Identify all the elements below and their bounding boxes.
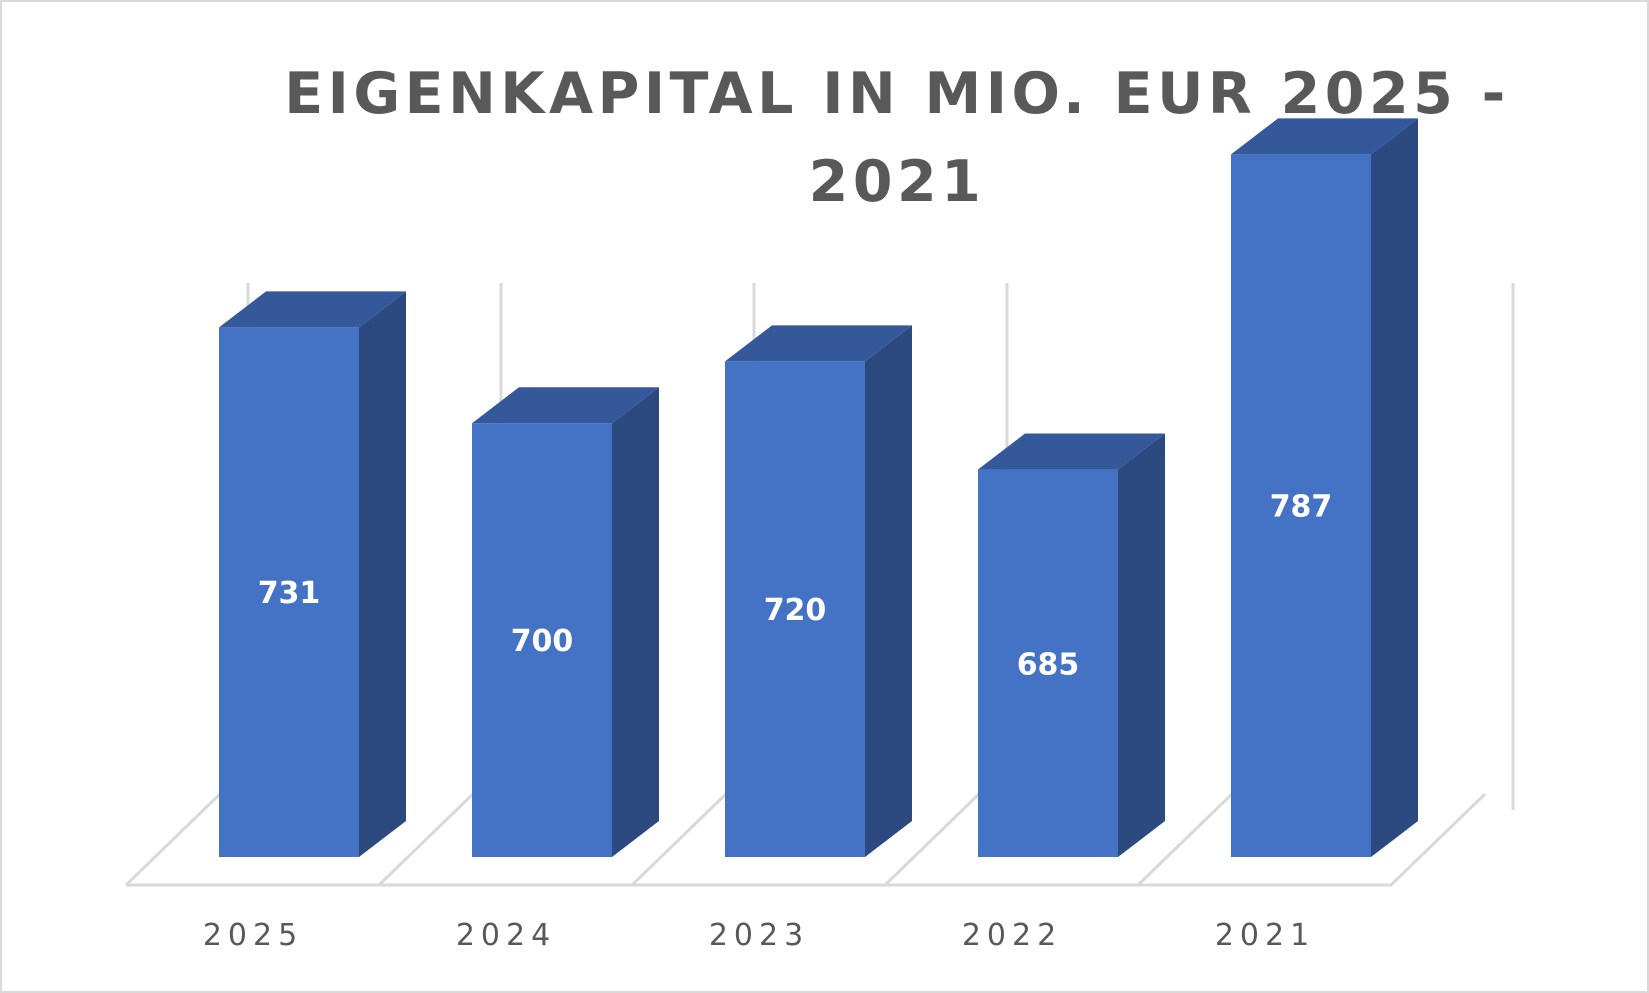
chart-title: EIGENKAPITAL IN MIO. EUR 2025 - 2021 <box>284 61 1510 215</box>
floor-edge <box>1389 792 1487 887</box>
category-axis: 2025 2024 2023 2022 2021 <box>203 918 1315 953</box>
bars: 731 700 720 685 787 <box>219 118 1418 858</box>
floor-edge <box>883 792 981 887</box>
bar-2023: 720 <box>725 325 912 857</box>
bar-top <box>219 291 406 328</box>
bar-front <box>219 327 359 857</box>
bar-side <box>1118 433 1165 857</box>
bar-side <box>359 291 406 857</box>
bar-2021: 787 <box>1231 118 1418 858</box>
bar-2024: 700 <box>472 387 659 857</box>
bar-side <box>865 325 912 857</box>
tick-label-2024: 2024 <box>456 918 556 953</box>
floor-edge <box>124 792 222 887</box>
data-label: 685 <box>1017 647 1080 682</box>
bar-2025: 731 <box>219 291 406 857</box>
bar-front <box>1231 154 1371 857</box>
data-label: 700 <box>511 624 574 659</box>
data-label: 787 <box>1270 490 1333 525</box>
tick-label-2023: 2023 <box>709 918 809 953</box>
bar-top <box>1231 118 1418 155</box>
bar-front <box>978 469 1118 857</box>
chart-floor <box>124 792 1487 887</box>
bar-side <box>1371 118 1418 858</box>
floor-edge <box>377 792 475 887</box>
bar-2022: 685 <box>978 433 1165 857</box>
floor-edge <box>630 792 728 887</box>
tick-label-2025: 2025 <box>203 918 303 953</box>
tick-label-2022: 2022 <box>962 918 1062 953</box>
bar-front <box>472 423 612 857</box>
bar-top <box>725 325 912 362</box>
tick-label-2021: 2021 <box>1215 918 1315 953</box>
bar-side <box>612 387 659 857</box>
bar-top <box>978 433 1165 470</box>
data-label: 720 <box>764 593 827 628</box>
bar-front <box>725 361 865 857</box>
floor-edge <box>1136 792 1234 887</box>
data-label: 731 <box>258 576 321 611</box>
bar-top <box>472 387 659 424</box>
